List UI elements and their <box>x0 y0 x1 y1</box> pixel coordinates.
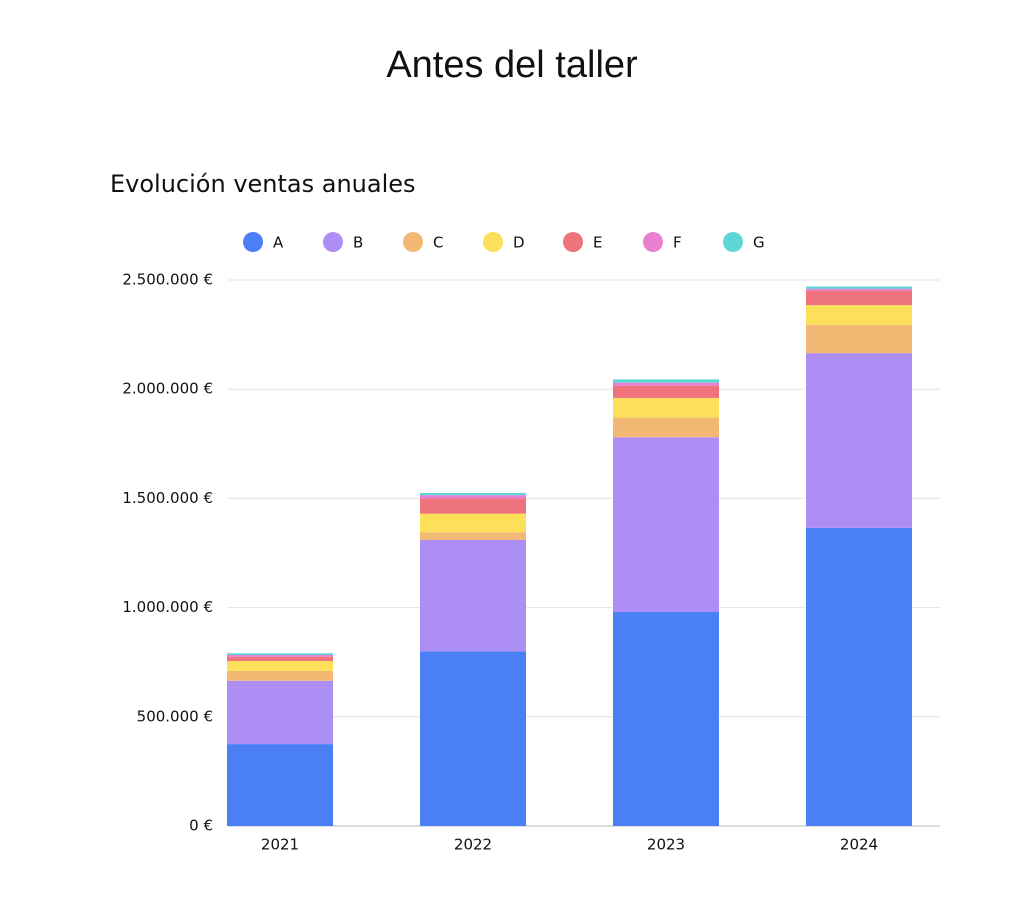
legend-marker <box>243 232 263 252</box>
legend-label: C <box>433 234 443 252</box>
legend-label: D <box>513 234 525 252</box>
bar-segment <box>613 379 719 383</box>
y-tick-label: 1.000.000 € <box>122 598 213 616</box>
bar-segment <box>613 611 719 826</box>
legend-marker <box>403 232 423 252</box>
page-title: Antes del taller <box>386 44 638 86</box>
legend-marker <box>723 232 743 252</box>
y-tick-label: 2.000.000 € <box>122 380 213 398</box>
bar-segment <box>420 492 526 496</box>
bar-segment <box>420 651 526 826</box>
bar-segment <box>227 656 333 662</box>
bar-segment <box>420 495 526 499</box>
bar-segment <box>806 286 912 289</box>
bar-segment <box>806 324 912 354</box>
y-tick-label: 1.500.000 € <box>122 489 213 507</box>
x-tick-label: 2023 <box>647 836 685 854</box>
legend-label: A <box>273 234 284 252</box>
x-tick-label: 2021 <box>261 836 299 854</box>
x-tick-label: 2024 <box>840 836 878 854</box>
bar-segment <box>613 385 719 398</box>
bar-segment <box>227 744 333 826</box>
y-tick-label: 0 € <box>189 817 213 835</box>
bar-segment <box>806 527 912 826</box>
bar-segment <box>227 653 333 655</box>
legend-marker <box>323 232 343 252</box>
bar-segment <box>806 305 912 325</box>
bar-segment <box>613 382 719 386</box>
legend-label: E <box>593 234 602 252</box>
legend-label: G <box>753 234 765 252</box>
bar-segment <box>806 353 912 528</box>
bar-segment <box>227 654 333 657</box>
legend-label: F <box>673 234 682 252</box>
bar-segment <box>227 661 333 671</box>
legend-marker <box>563 232 583 252</box>
bar-segment <box>806 290 912 306</box>
bar-segment <box>420 532 526 540</box>
bar-segment <box>806 288 912 291</box>
bar-segment <box>613 417 719 438</box>
bar-segment <box>227 680 333 745</box>
x-tick-label: 2022 <box>454 836 492 854</box>
bar-segment <box>613 437 719 612</box>
legend-marker <box>643 232 663 252</box>
legend-label: B <box>353 234 363 252</box>
bar-segment <box>227 670 333 681</box>
y-tick-label: 500.000 € <box>137 707 213 725</box>
bar-segment <box>613 397 719 418</box>
y-tick-label: 2.500.000 € <box>122 271 213 289</box>
bar-segment <box>420 513 526 533</box>
bar-segment <box>420 498 526 514</box>
chart-title: Evolución ventas anuales <box>110 170 416 198</box>
bar-segment <box>420 539 526 652</box>
legend-marker <box>483 232 503 252</box>
